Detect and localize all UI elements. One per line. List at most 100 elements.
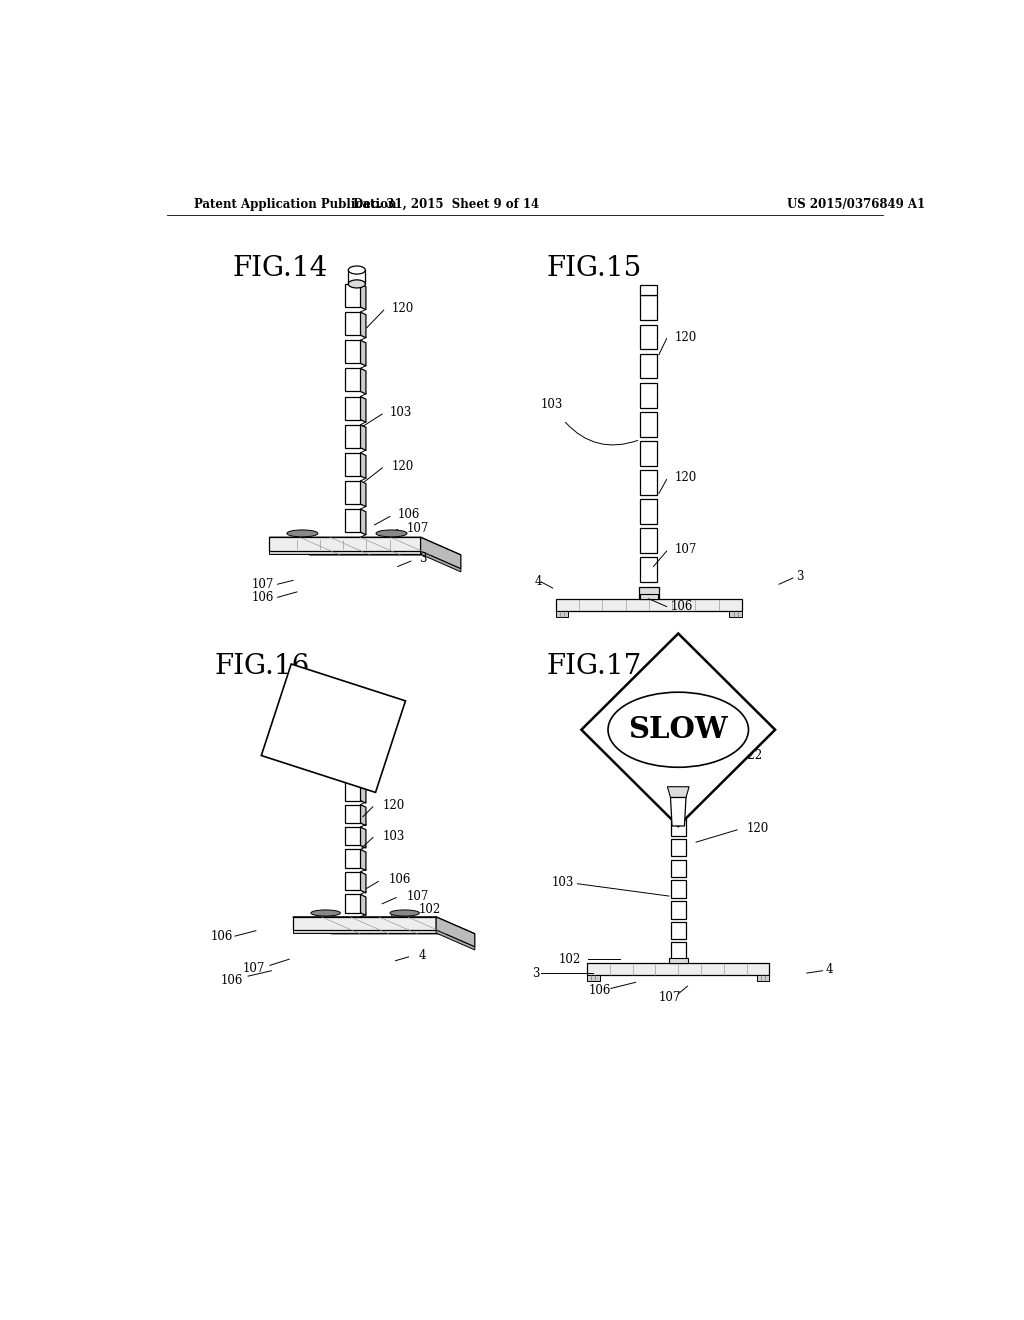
- Text: 103: 103: [552, 875, 574, 888]
- Polygon shape: [639, 586, 658, 599]
- Text: 4: 4: [419, 949, 426, 962]
- Polygon shape: [556, 611, 568, 616]
- Polygon shape: [640, 441, 657, 466]
- Text: 106: 106: [388, 874, 411, 887]
- Polygon shape: [360, 873, 366, 894]
- Ellipse shape: [390, 909, 420, 916]
- Text: 106: 106: [671, 601, 693, 612]
- Text: 120: 120: [675, 471, 696, 484]
- Polygon shape: [345, 828, 360, 845]
- Polygon shape: [345, 895, 360, 913]
- Polygon shape: [669, 958, 687, 964]
- Text: 120: 120: [391, 302, 414, 315]
- Polygon shape: [261, 664, 406, 792]
- Ellipse shape: [376, 529, 407, 537]
- Polygon shape: [640, 296, 657, 321]
- Text: 3: 3: [419, 552, 426, 565]
- Polygon shape: [345, 396, 360, 420]
- Polygon shape: [360, 284, 366, 310]
- Polygon shape: [671, 942, 686, 960]
- Ellipse shape: [287, 529, 317, 537]
- Polygon shape: [421, 537, 461, 569]
- Polygon shape: [421, 552, 461, 572]
- Polygon shape: [360, 480, 366, 507]
- Polygon shape: [345, 341, 360, 363]
- Polygon shape: [587, 964, 769, 975]
- Polygon shape: [360, 510, 366, 535]
- Polygon shape: [345, 480, 360, 504]
- Text: 107: 107: [675, 543, 696, 556]
- Text: 120: 120: [391, 459, 414, 473]
- Polygon shape: [640, 354, 657, 379]
- Polygon shape: [671, 818, 686, 836]
- Polygon shape: [345, 781, 360, 800]
- Polygon shape: [671, 921, 686, 940]
- Polygon shape: [345, 453, 360, 477]
- Polygon shape: [729, 611, 741, 616]
- Polygon shape: [345, 312, 360, 335]
- Polygon shape: [671, 902, 686, 919]
- Text: 107: 107: [252, 578, 274, 591]
- Polygon shape: [436, 917, 475, 946]
- Polygon shape: [345, 368, 360, 392]
- Text: 106: 106: [221, 974, 244, 987]
- Text: FIG.14: FIG.14: [232, 255, 328, 282]
- Polygon shape: [360, 781, 366, 803]
- Polygon shape: [269, 552, 421, 554]
- Polygon shape: [640, 594, 658, 599]
- Ellipse shape: [311, 909, 340, 916]
- Text: 103: 103: [541, 399, 563, 412]
- Polygon shape: [640, 470, 657, 495]
- Text: 122: 122: [740, 748, 763, 762]
- Text: 4: 4: [535, 576, 543, 589]
- Polygon shape: [360, 805, 366, 826]
- Polygon shape: [345, 873, 360, 891]
- Text: 106: 106: [210, 929, 232, 942]
- Text: 107: 107: [407, 521, 429, 535]
- Polygon shape: [345, 850, 360, 867]
- Polygon shape: [345, 284, 360, 308]
- Polygon shape: [671, 797, 686, 814]
- Polygon shape: [269, 537, 421, 552]
- Polygon shape: [345, 805, 360, 822]
- Text: 106: 106: [252, 591, 274, 603]
- Text: Patent Application Publication: Patent Application Publication: [194, 198, 396, 211]
- Text: 106: 106: [589, 983, 611, 997]
- Polygon shape: [671, 797, 686, 826]
- Text: 102: 102: [558, 953, 581, 966]
- Text: 107: 107: [407, 890, 429, 903]
- Polygon shape: [269, 537, 461, 554]
- Text: 103: 103: [390, 407, 413, 418]
- Text: 3: 3: [796, 570, 804, 583]
- Text: FIG.16: FIG.16: [215, 653, 310, 680]
- Polygon shape: [345, 425, 360, 447]
- Text: FIG.15: FIG.15: [547, 255, 642, 282]
- Polygon shape: [556, 599, 741, 611]
- Polygon shape: [587, 975, 600, 981]
- Polygon shape: [668, 787, 689, 797]
- Text: 3: 3: [531, 966, 540, 979]
- Polygon shape: [293, 917, 436, 929]
- Text: 106: 106: [397, 508, 420, 521]
- Text: 107: 107: [658, 991, 681, 1005]
- Ellipse shape: [348, 267, 366, 275]
- Polygon shape: [360, 312, 366, 338]
- Polygon shape: [640, 499, 657, 524]
- Polygon shape: [360, 453, 366, 479]
- Text: SLOW: SLOW: [629, 715, 728, 744]
- Polygon shape: [582, 634, 775, 826]
- Text: US 2015/0376849 A1: US 2015/0376849 A1: [786, 198, 925, 211]
- Polygon shape: [293, 917, 475, 933]
- Ellipse shape: [348, 280, 366, 288]
- Text: Dec. 31, 2015  Sheet 9 of 14: Dec. 31, 2015 Sheet 9 of 14: [352, 198, 539, 211]
- Polygon shape: [360, 341, 366, 366]
- Text: 102: 102: [419, 903, 441, 916]
- Text: 120: 120: [746, 822, 769, 834]
- Polygon shape: [640, 557, 657, 582]
- Polygon shape: [640, 412, 657, 437]
- Polygon shape: [360, 828, 366, 849]
- Polygon shape: [360, 425, 366, 450]
- Polygon shape: [640, 325, 657, 350]
- Polygon shape: [671, 840, 686, 857]
- Polygon shape: [757, 975, 769, 981]
